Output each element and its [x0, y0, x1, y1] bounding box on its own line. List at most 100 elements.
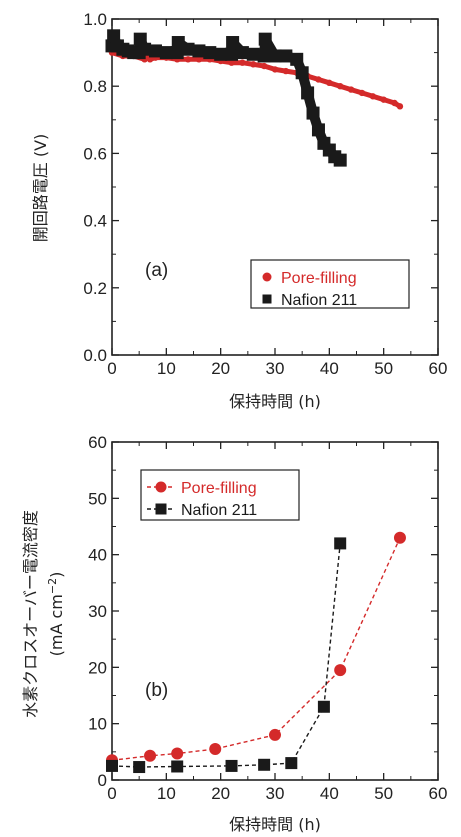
data-point-nafion-211-a	[159, 46, 173, 60]
x-tick-label-a: 10	[157, 359, 176, 378]
chart-panel-a: 開回路電圧 (V) 保持時間 (h) (a) 0 10 20 30 40 50 60 0.0 0…	[31, 10, 447, 411]
data-point-nafion-211-b	[133, 761, 146, 774]
data-point-pore-filling-b	[334, 664, 347, 677]
legend-marker-pore-filling-b	[155, 481, 167, 493]
data-point-pore-filling-b	[171, 747, 184, 760]
data-point-nafion-211-b	[258, 758, 271, 771]
data-point-nafion-211-a	[279, 49, 293, 63]
data-point-nafion-211-a	[290, 52, 304, 66]
legend-marker-nafion-211-a	[262, 294, 272, 304]
chart-panel-b: 水素クロスオーバー電流密度 (mA cm−2) 保持時間 (h) (b) 0 10…	[21, 433, 447, 834]
y-tick-label-a: 0.6	[83, 144, 107, 163]
y-tick-label-b: 10	[88, 715, 107, 734]
data-point-pore-filling-a	[195, 56, 203, 63]
data-point-nafion-211-a	[170, 46, 184, 60]
legend-box-a	[250, 259, 410, 309]
ylabel-b: 水素クロスオーバー電流密度	[21, 510, 40, 718]
y-tick-label-b: 20	[88, 658, 107, 677]
data-point-pore-filling-a	[282, 67, 290, 75]
data-point-pore-filling-a	[358, 89, 366, 97]
legend-label-nafion-211-a: Nafion 211	[281, 292, 357, 309]
data-point-nafion-211-a	[225, 47, 239, 61]
xlabel-a: 保持時間 (h)	[229, 392, 321, 411]
x-tick-label-b: 40	[320, 784, 339, 803]
data-point-pore-filling-a	[250, 61, 257, 68]
legend-box-b	[140, 469, 300, 521]
y-tick-label-b: 0	[98, 771, 107, 790]
y-tick-label-a: 0.8	[83, 77, 107, 96]
data-point-nafion-211-a	[235, 46, 249, 60]
data-point-nafion-211-b	[317, 700, 330, 713]
data-point-nafion-211-a	[203, 46, 217, 60]
data-point-nafion-211-a	[333, 153, 347, 167]
data-point-pore-filling-a	[271, 66, 279, 73]
data-point-nafion-211-a	[138, 42, 152, 56]
data-point-pore-filling-a	[260, 62, 268, 70]
data-point-pore-filling-a	[326, 79, 333, 87]
y-tick-label-a: 1.0	[83, 10, 107, 29]
y-tick-label-b: 60	[88, 433, 107, 452]
data-point-pore-filling-a	[146, 56, 154, 63]
data-point-pore-filling-a	[184, 56, 192, 63]
data-point-pore-filling-a	[391, 99, 398, 107]
legend-label-pore-filling-b: Pore-filling	[181, 480, 257, 497]
data-point-nafion-211-a	[295, 66, 309, 80]
data-point-pore-filling-a	[337, 83, 344, 90]
data-point-nafion-211-a	[301, 86, 315, 100]
panel-label-b: (b)	[145, 680, 168, 701]
x-tick-label-b: 30	[266, 784, 285, 803]
y-tick-label-a: 0.4	[83, 212, 107, 231]
x-tick-label-a: 50	[374, 359, 393, 378]
series-line-pore-filling-b	[111, 537, 401, 761]
data-point-pore-filling-b	[393, 531, 406, 544]
ylabel-a: 開回路電圧 (V)	[31, 134, 50, 243]
data-point-nafion-211-a	[192, 44, 206, 58]
xlabel-b: 保持時間 (h)	[229, 815, 321, 834]
x-tick-label-a: 30	[266, 359, 285, 378]
data-point-pore-filling-a	[369, 93, 376, 100]
x-tick-label-a: 40	[320, 359, 339, 378]
series-line-nafion-211-b	[111, 543, 341, 768]
y-tick-label-b: 30	[88, 602, 107, 621]
data-point-nafion-211-a	[226, 36, 240, 50]
data-point-nafion-211-a	[214, 47, 228, 61]
legend-marker-pore-filling-a	[262, 272, 272, 282]
legend-label-nafion-211-b: Nafion 211	[181, 502, 257, 519]
x-tick-label-b: 60	[429, 784, 448, 803]
data-point-nafion-211-b	[171, 760, 184, 773]
panel-label-a: (a)	[145, 260, 168, 281]
legend-marker-nafion-211-b	[155, 503, 167, 515]
ylabel-b-unit-sup: −2	[46, 578, 59, 594]
data-point-pore-filling-b	[144, 749, 157, 762]
ylabel-b-unit-main: (mA cm	[47, 594, 66, 656]
data-point-pore-filling-a	[347, 86, 355, 93]
data-point-nafion-211-a	[311, 123, 325, 137]
x-tick-label-b: 20	[211, 784, 230, 803]
x-tick-label-a: 0	[107, 359, 116, 378]
data-point-nafion-211-a	[148, 44, 162, 58]
data-point-nafion-211-a	[107, 29, 121, 43]
data-point-nafion-211-a	[257, 49, 271, 63]
y-tick-label-a: 0.0	[83, 346, 107, 365]
data-point-pore-filling-b	[269, 728, 281, 741]
ylabel-b-unit: (mA cm−2)	[46, 572, 66, 657]
data-point-nafion-211-b	[225, 759, 238, 772]
data-point-pore-filling-a	[239, 59, 246, 66]
data-point-pore-filling-a	[396, 103, 404, 110]
y-tick-label-b: 50	[88, 489, 107, 508]
data-point-nafion-211-b	[334, 537, 347, 550]
x-tick-label-b: 50	[374, 784, 393, 803]
data-point-nafion-211-a	[246, 47, 260, 61]
data-point-nafion-211-b	[285, 757, 298, 770]
data-point-nafion-211-a	[171, 36, 185, 50]
x-tick-label-a: 20	[211, 359, 230, 378]
data-point-pore-filling-a	[380, 96, 387, 103]
x-tick-label-b: 10	[157, 784, 176, 803]
ylabel-b-unit-close: )	[47, 572, 66, 578]
data-point-pore-filling-a	[315, 76, 322, 83]
data-point-nafion-211-b	[106, 759, 118, 772]
data-point-nafion-211-a	[258, 32, 272, 46]
data-point-nafion-211-a	[268, 49, 282, 63]
legend-label-pore-filling-a: Pore-filling	[281, 270, 357, 287]
